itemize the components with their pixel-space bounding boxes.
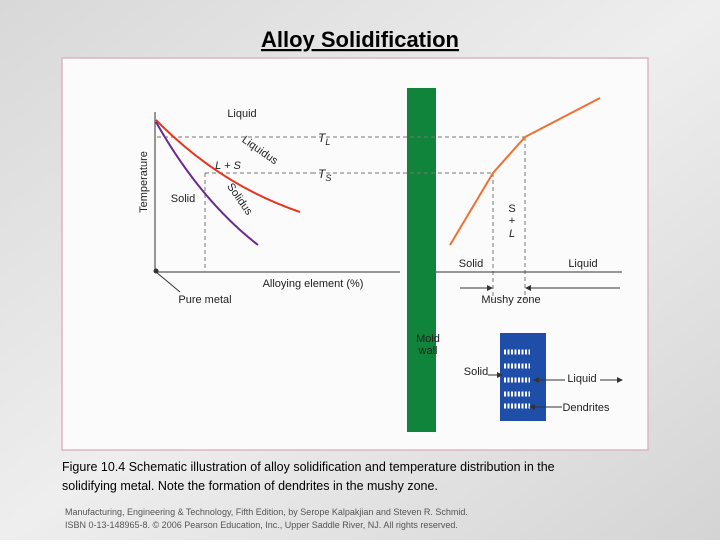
mold-wall [407,88,436,432]
mold-label: wall [418,345,438,357]
temp-label: TL [318,131,330,147]
mix-label: L [509,228,515,240]
temperature-profile: S + L Solid Liquid Mushy zone [312,97,622,306]
origin-dot [153,268,159,274]
region-label: Liquid [227,108,256,120]
origin-label: Pure metal [178,294,231,306]
dashed-guides [312,136,526,300]
subscript: L [325,137,330,147]
dashed-guides [157,136,312,272]
leader [155,271,181,293]
liquid-label: Liquid [568,258,597,270]
solid-label: Solid [459,258,483,270]
dendrite-inset: Solid Liquid Dendrites [464,333,623,421]
footer: Manufacturing, Engineering & Technology,… [65,507,468,517]
symbol: T [318,131,327,145]
figure-frame [61,57,649,451]
mushy-label: Mushy zone [481,294,540,306]
region-label: Solid [171,193,195,205]
temp-label: TS [318,167,331,183]
liquidus-curve [155,119,301,213]
inset-dendrites: Dendrites [562,402,610,414]
axis-x-label: Alloying element (%) [263,278,364,290]
footer: ISBN 0-13-148965-8. © 2006 Pearson Educa… [65,520,458,530]
region-label: L + S [215,160,241,172]
axis-y-label: Temperature [138,151,150,213]
caption: solidifying metal. Note the formation of… [62,479,438,493]
symbol: T [318,167,327,181]
caption: Figure 10.4 Schematic illustration of al… [62,460,555,474]
mix-label: + [509,215,515,227]
mix-label: S [508,203,515,215]
inset-solid: Solid [464,366,488,378]
mold-label: Mold [416,333,440,345]
title: Alloy Solidification [261,27,459,52]
solidus-curve [155,121,259,246]
profile-curve [449,97,601,246]
inset-liquid: Liquid [567,373,596,385]
subscript: S [325,173,331,183]
